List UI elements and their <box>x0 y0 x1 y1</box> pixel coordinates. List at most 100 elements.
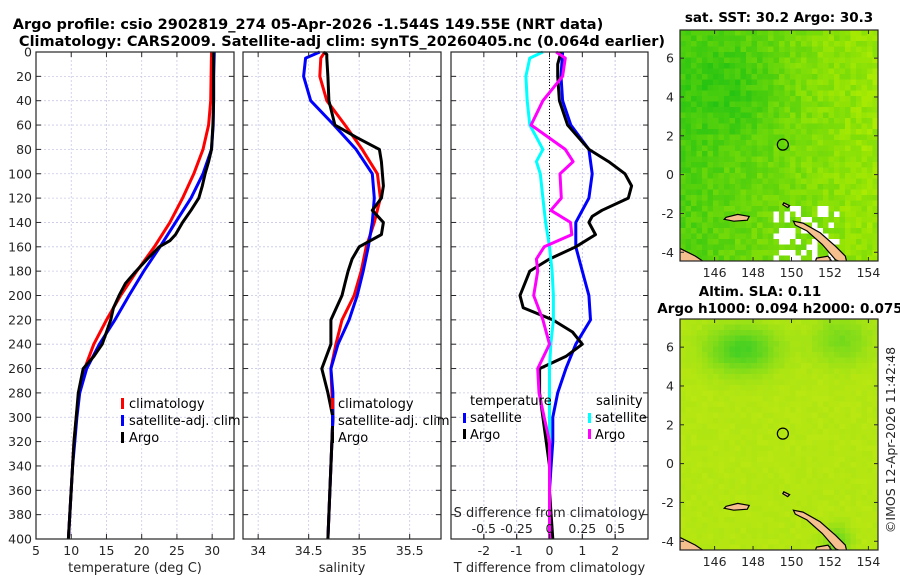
map-cell <box>817 162 824 168</box>
map-cell <box>729 85 736 91</box>
map-cell <box>729 211 736 218</box>
map-cell <box>790 385 796 391</box>
map-cell <box>718 178 725 185</box>
map-cell <box>834 178 840 185</box>
map-cell <box>768 335 774 342</box>
map-cell <box>779 423 785 430</box>
map-cell <box>845 451 851 457</box>
map-cell <box>779 195 785 201</box>
map-cell <box>823 79 829 86</box>
map-cell <box>823 324 829 331</box>
map-cell <box>707 151 714 157</box>
map-cell <box>691 189 697 196</box>
map-cell <box>790 96 796 102</box>
map-cell <box>779 74 785 80</box>
map-cell <box>757 206 763 212</box>
map-cell <box>806 478 813 485</box>
map-cell <box>801 484 807 490</box>
map-cell <box>817 184 824 190</box>
map-cell <box>757 107 763 113</box>
map-cell <box>828 330 835 336</box>
map-cell <box>762 206 769 212</box>
map-cell <box>729 244 736 251</box>
map-cell <box>729 200 736 207</box>
map-cell <box>784 467 791 474</box>
map-cell <box>861 539 868 545</box>
map-cell <box>867 112 873 119</box>
map-cell <box>823 123 829 130</box>
map-cell <box>834 228 840 234</box>
map-cell <box>845 211 851 218</box>
map-cell <box>685 129 692 135</box>
map-cell <box>812 52 818 58</box>
map-cell <box>751 456 758 463</box>
map-cell <box>702 173 708 179</box>
map-cell <box>685 418 692 424</box>
map-cell <box>685 363 692 369</box>
map-cell <box>834 96 840 102</box>
map-cell <box>762 407 769 413</box>
map-cell <box>707 335 714 342</box>
map-cell <box>845 528 851 534</box>
map-cell <box>746 517 752 523</box>
map-cell <box>801 162 807 168</box>
map-cell <box>757 467 763 474</box>
map-cell <box>839 101 846 108</box>
map-cell <box>823 178 829 185</box>
map-cell <box>861 217 868 223</box>
map-cell <box>795 379 802 386</box>
map-cell <box>845 533 851 540</box>
map-cell <box>702 528 708 534</box>
map-cell <box>867 341 873 347</box>
map-cell <box>812 484 818 490</box>
map-cell <box>691 357 697 364</box>
map-cell <box>768 374 774 380</box>
map-cell <box>801 123 807 130</box>
legend-swatch-temp-satellite <box>463 413 466 423</box>
map-cell <box>806 162 813 168</box>
map-cell <box>729 151 736 157</box>
map-cell <box>746 379 752 386</box>
map-cell <box>713 217 719 223</box>
map-cell <box>779 129 785 135</box>
map-cell <box>773 346 780 353</box>
map-cell <box>696 478 703 485</box>
map-cell <box>718 456 725 463</box>
map-cell <box>823 456 829 463</box>
map-cell <box>795 167 802 174</box>
map-cell <box>839 489 846 496</box>
map-cell <box>872 473 878 479</box>
map-cell <box>718 522 725 529</box>
map-cell <box>685 57 692 64</box>
y-tick-label: 180 <box>8 264 32 279</box>
map-cell <box>850 129 857 135</box>
map-cell <box>768 462 774 468</box>
map-cell <box>691 396 697 402</box>
map-cell <box>746 544 752 550</box>
map-cell <box>828 217 835 223</box>
map-cell <box>790 511 796 518</box>
map-cell <box>790 528 796 534</box>
map-cell <box>713 396 719 402</box>
map-cell <box>779 401 785 408</box>
map-cell <box>724 151 730 157</box>
map-cell <box>856 533 862 540</box>
map-cell <box>757 123 763 130</box>
map-cell <box>729 544 736 550</box>
map-cell <box>702 233 708 240</box>
map-cell <box>779 85 785 91</box>
map-cell <box>735 244 741 251</box>
x-tick-label: 154 <box>856 554 880 569</box>
map-cell <box>867 401 873 408</box>
map-cell <box>746 352 752 358</box>
map-cell <box>740 517 747 523</box>
map-cell <box>779 396 785 402</box>
map-cell <box>872 401 878 408</box>
map-cell <box>718 495 725 501</box>
map-cell <box>790 423 796 430</box>
map-cell <box>834 112 840 119</box>
map-cell <box>751 129 758 135</box>
map-cell <box>696 189 703 196</box>
map-cell <box>746 167 752 174</box>
map-cell <box>784 173 791 179</box>
